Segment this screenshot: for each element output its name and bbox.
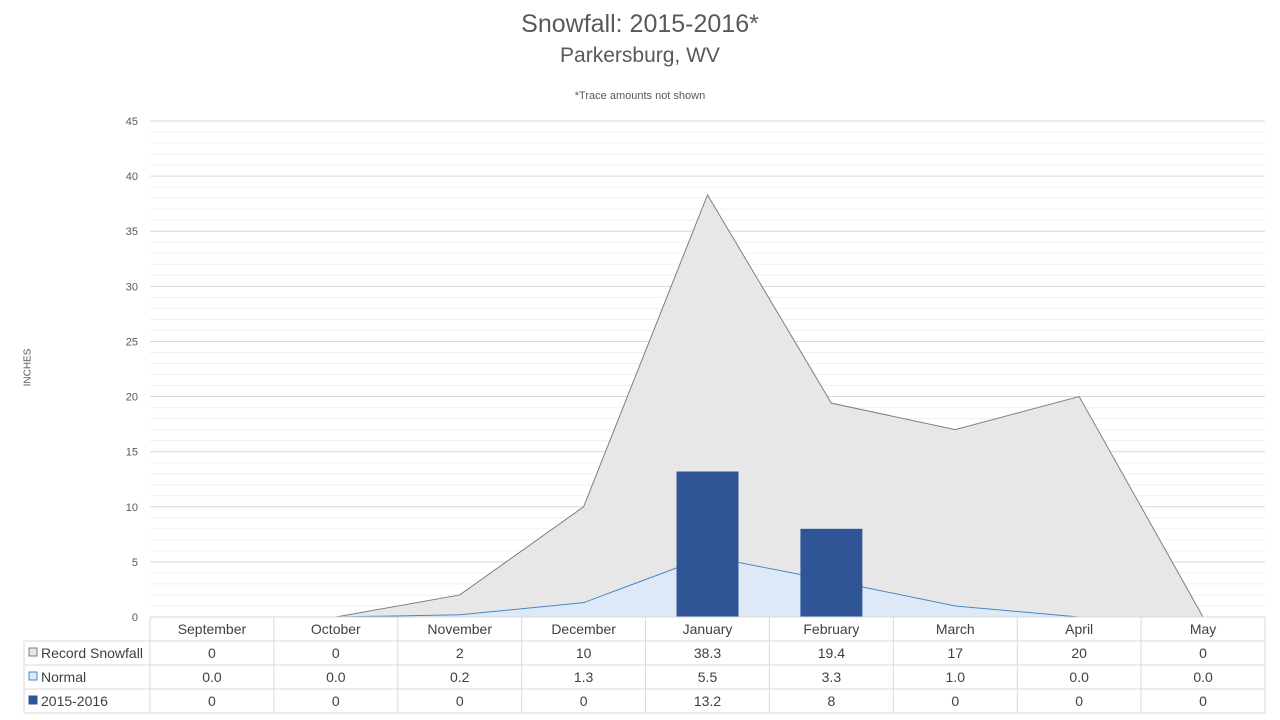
data-label: 0 (580, 693, 588, 709)
data-label: 0.2 (450, 669, 470, 685)
data-label: 8 (827, 693, 835, 709)
data-label: 0 (208, 645, 216, 661)
x-tick-label: September (178, 621, 247, 637)
legend-label: Normal (41, 669, 86, 685)
data-label: 2 (456, 645, 464, 661)
chart-title: Snowfall: 2015-2016* (521, 10, 759, 38)
data-label: 0 (456, 693, 464, 709)
y-tick-label: 10 (126, 502, 138, 514)
x-tick-label: March (936, 621, 975, 637)
data-label: 20 (1071, 645, 1087, 661)
legend-key (28, 647, 38, 657)
y-tick-label: 0 (132, 612, 138, 624)
data-label: 0 (332, 693, 340, 709)
chart-subtitle: Parkersburg, WV (560, 44, 720, 67)
data-label: 0 (1199, 645, 1207, 661)
data-label: 0.0 (202, 669, 222, 685)
data-label: 0.0 (326, 669, 346, 685)
y-tick-label: 35 (126, 226, 138, 238)
data-label: 1.0 (946, 669, 966, 685)
legend-label: 2015-2016 (41, 693, 108, 709)
data-label: 0 (1075, 693, 1083, 709)
data-label: 0 (208, 693, 216, 709)
data-label: 0.0 (1193, 669, 1213, 685)
data-label: 0 (332, 645, 340, 661)
bar (800, 528, 863, 617)
x-tick-label: December (551, 621, 616, 637)
data-label: 1.3 (574, 669, 594, 685)
data-label: 10 (576, 645, 592, 661)
legend-key (28, 671, 38, 681)
y-tick-label: 5 (132, 557, 138, 569)
data-label: 13.2 (694, 693, 721, 709)
y-tick-label: 15 (126, 447, 138, 459)
y-tick-label: 30 (126, 281, 138, 293)
y-tick-label: 25 (126, 336, 138, 348)
line-record-snowfall (211, 193, 1204, 618)
x-tick-label: May (1190, 621, 1216, 637)
chart-note: *Trace amounts not shown (574, 90, 706, 102)
y-tick-label: 45 (126, 116, 138, 128)
data-label: 17 (947, 645, 963, 661)
data-label: 38.3 (694, 645, 721, 661)
data-label: 0 (951, 693, 959, 709)
bar (676, 471, 739, 617)
area-record-snowfall (211, 194, 1204, 618)
x-tick-label: October (311, 621, 361, 637)
data-label: 5.5 (698, 669, 718, 685)
x-tick-label: February (803, 621, 859, 637)
data-label: 19.4 (818, 645, 845, 661)
y-tick-label: 20 (126, 392, 138, 404)
x-tick-label: April (1065, 621, 1093, 637)
legend-key (28, 695, 38, 705)
legend-label: Record Snowfall (41, 645, 143, 661)
x-tick-label: January (683, 621, 733, 637)
data-label: 0 (1199, 693, 1207, 709)
y-tick-label: 40 (126, 171, 138, 183)
x-tick-label: November (427, 621, 492, 637)
data-label: 0.0 (1069, 669, 1089, 685)
data-label: 3.3 (822, 669, 842, 685)
